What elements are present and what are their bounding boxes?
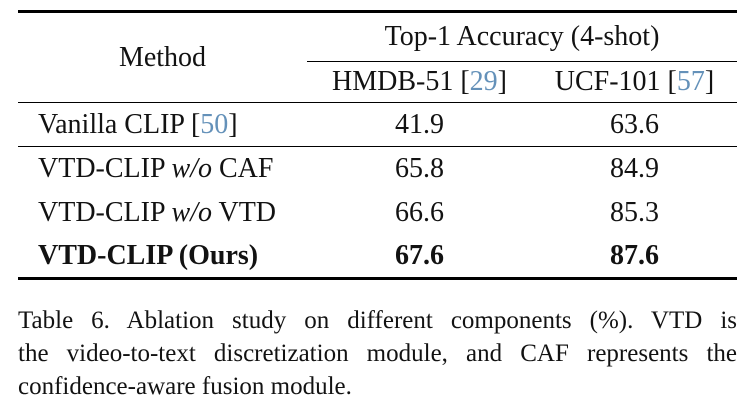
header-row-datasets: HMDB-51 [29] UCF-101 [57] xyxy=(18,61,737,103)
caption-line: confidence-aware fusion module. xyxy=(18,373,352,400)
accuracy-group-header: Top-1 Accuracy (4-shot) xyxy=(307,11,737,62)
method-text: Vanilla CLIP [ xyxy=(38,108,201,140)
ucf-label: UCF-101 [ xyxy=(554,66,677,97)
table-row-wo-caf: VTD-CLIP w/o CAF 65.8 84.9 xyxy=(18,147,737,191)
method-text-suffix: CAF xyxy=(211,152,274,184)
vanilla-clip-citation-link[interactable]: 50 xyxy=(200,108,229,140)
hmdb-value: 67.6 xyxy=(395,239,444,271)
method-text: VTD-CLIP (Ours) xyxy=(38,239,259,271)
ucf-column-header: UCF-101 [57] xyxy=(532,61,737,103)
hmdb-label: HMDB-51 [ xyxy=(332,66,470,97)
hmdb-value: 41.9 xyxy=(307,102,532,147)
table-caption: Table 6. Ablation study on different com… xyxy=(18,304,737,403)
ucf-value: 87.6 xyxy=(610,239,659,271)
table-row-wo-vtd: VTD-CLIP w/o VTD 66.6 85.3 xyxy=(18,191,737,235)
method-text: VTD-CLIP xyxy=(38,152,172,184)
ablation-table: Method Top-1 Accuracy (4-shot) HMDB-51 [… xyxy=(18,10,737,280)
hmdb-value: 66.6 xyxy=(395,196,444,228)
table-row-ours: VTD-CLIP (Ours) 67.6 87.6 xyxy=(18,235,737,279)
method-text: VTD-CLIP xyxy=(38,196,172,228)
hmdb-label-suffix: ] xyxy=(497,66,507,97)
method-text-suffix: ] xyxy=(228,108,238,140)
method-cell: VTD-CLIP w/o VTD xyxy=(18,191,307,235)
method-cell: VTD-CLIP (Ours) xyxy=(18,235,307,279)
hmdb-value: 65.8 xyxy=(395,152,444,184)
wo-italic-text: w/o xyxy=(171,196,212,228)
caption-line: the video-to-text discretization module,… xyxy=(18,340,737,367)
hmdb-citation-link[interactable]: 29 xyxy=(469,66,498,97)
method-cell: Vanilla CLIP [50] xyxy=(18,102,307,147)
table-row-vanilla-clip: Vanilla CLIP [50] 41.9 63.6 xyxy=(18,102,737,147)
method-text-suffix: VTD xyxy=(211,196,277,228)
wo-italic-text: w/o xyxy=(171,152,212,184)
ucf-value: 63.6 xyxy=(532,102,737,147)
ucf-citation-link[interactable]: 57 xyxy=(676,66,705,97)
header-row-group: Method Top-1 Accuracy (4-shot) xyxy=(18,11,737,103)
method-cell: VTD-CLIP w/o CAF xyxy=(18,147,307,191)
ucf-label-suffix: ] xyxy=(704,66,715,97)
caption-line: Table 6. Ablation study on different com… xyxy=(18,307,737,334)
hmdb-column-header: HMDB-51 [29] xyxy=(307,61,532,103)
method-column-header: Method xyxy=(18,11,307,103)
ucf-value: 84.9 xyxy=(610,152,659,184)
ucf-value: 85.3 xyxy=(610,196,659,228)
